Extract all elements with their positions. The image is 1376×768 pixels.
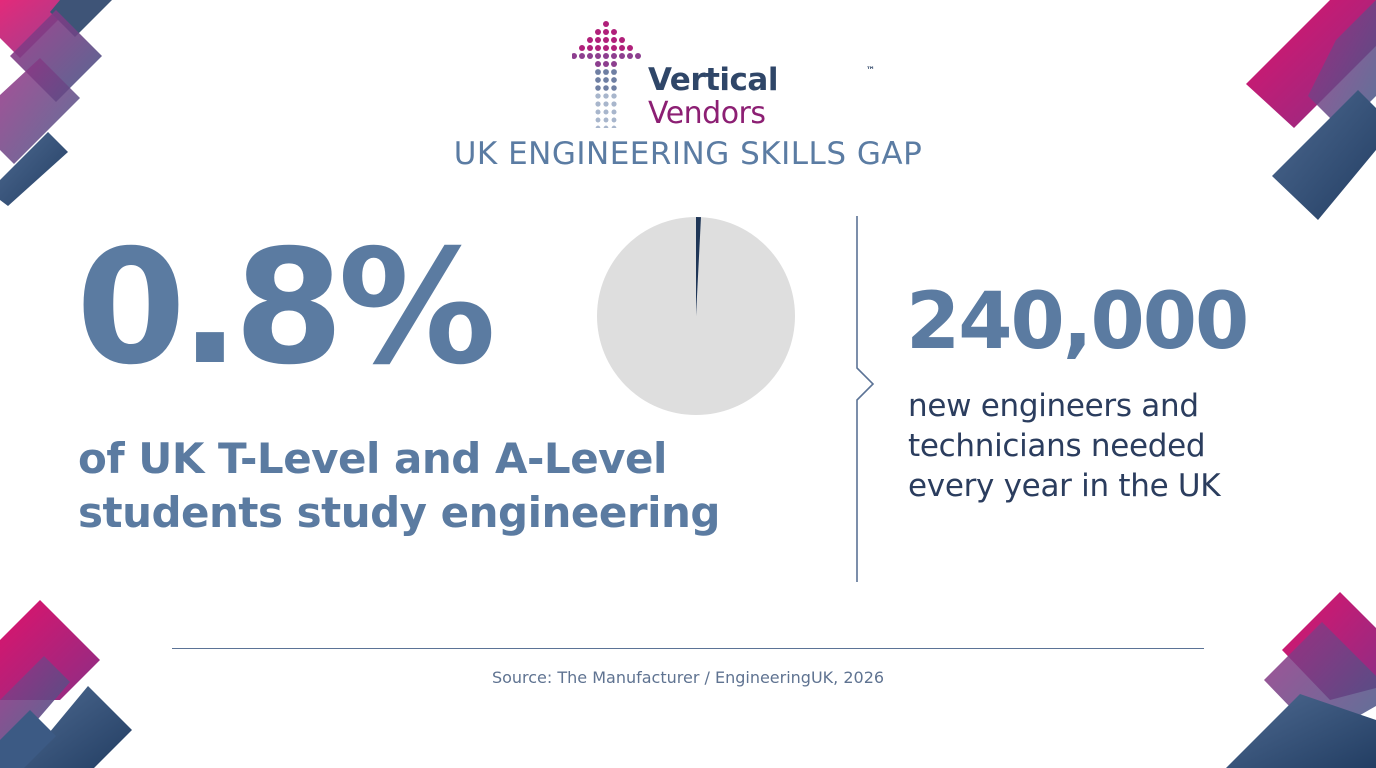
- vertical-divider: [856, 216, 875, 582]
- logo-dot: [611, 29, 617, 35]
- logo-dot: [611, 61, 617, 67]
- left-stat-value: 0.8%: [76, 216, 496, 400]
- logo-dot: [595, 101, 601, 107]
- logo-dot: [595, 93, 601, 99]
- logo-dot: [603, 53, 609, 59]
- left-desc-line1: of UK T-Level and A-Level: [78, 434, 667, 483]
- brand-name-line2: Vendors: [648, 96, 766, 131]
- logo-dot: [611, 85, 617, 91]
- logo-dot: [595, 69, 601, 75]
- pie-slice: [696, 217, 701, 316]
- logo-dot: [595, 125, 601, 128]
- decoration-top-left: [0, 0, 112, 206]
- logo-dot: [595, 61, 601, 67]
- logo-dot: [611, 125, 617, 128]
- right-stat-description: new engineers and technicians needed eve…: [908, 386, 1288, 506]
- brand-logo: Vertical Vendors ™: [572, 20, 875, 131]
- logo-dot: [595, 37, 601, 43]
- decoration-top-right: [1246, 0, 1376, 220]
- logo-dot: [595, 45, 601, 51]
- logo-dot: [595, 77, 601, 83]
- logo-dot: [595, 53, 601, 59]
- logo-dot: [619, 37, 625, 43]
- dotted-up-arrow-icon: [572, 21, 641, 128]
- logo-dot: [579, 45, 585, 51]
- logo-dot: [587, 37, 593, 43]
- logo-dot: [619, 53, 625, 59]
- logo-dot: [627, 45, 633, 51]
- pie-chart: [597, 217, 795, 415]
- logo-dot: [611, 93, 617, 99]
- logo-dot: [603, 93, 609, 99]
- decoration-bottom-right: [1226, 592, 1376, 768]
- logo-dot: [611, 53, 617, 59]
- logo-dot: [603, 109, 609, 115]
- logo-dot: [603, 85, 609, 91]
- logo-dot: [611, 101, 617, 107]
- logo-dot: [603, 37, 609, 43]
- logo-dot: [579, 53, 585, 59]
- logo-dot: [603, 117, 609, 123]
- logo-dot: [572, 53, 577, 59]
- logo-dot: [603, 61, 609, 67]
- brand-wordmark: Vertical Vendors ™: [648, 62, 875, 131]
- left-stat-description: of UK T-Level and A-Level students study…: [78, 432, 778, 540]
- logo-dot: [611, 117, 617, 123]
- trademark-symbol: ™: [866, 66, 875, 76]
- logo-dot: [603, 77, 609, 83]
- footer-rule: [172, 648, 1204, 649]
- logo-dot: [595, 109, 601, 115]
- logo-dot: [611, 45, 617, 51]
- right-desc-line3: every year in the UK: [908, 468, 1221, 504]
- logo-dot: [627, 53, 633, 59]
- logo-dot: [603, 101, 609, 107]
- logo-dot: [603, 29, 609, 35]
- logo-dot: [603, 125, 609, 128]
- right-desc-line1: new engineers and: [908, 388, 1199, 424]
- logo-dot: [619, 45, 625, 51]
- logo-dot: [595, 117, 601, 123]
- logo-dot: [611, 37, 617, 43]
- logo-dot: [587, 53, 593, 59]
- logo-dot: [595, 29, 601, 35]
- logo-dot: [635, 53, 641, 59]
- logo-dot: [611, 77, 617, 83]
- brand-name-line1: Vertical: [648, 62, 778, 98]
- logo-dot: [603, 21, 609, 27]
- logo-dot: [611, 109, 617, 115]
- left-desc-line2: students study engineering: [78, 488, 720, 537]
- source-citation: Source: The Manufacturer / EngineeringUK…: [491, 668, 885, 687]
- logo-dot: [595, 85, 601, 91]
- logo-dot: [603, 45, 609, 51]
- right-stat-value: 240,000: [906, 277, 1249, 367]
- page-title: UK ENGINEERING SKILLS GAP: [453, 136, 923, 172]
- logo-dot: [587, 45, 593, 51]
- decoration-bottom-left: [0, 600, 132, 768]
- logo-dot: [603, 69, 609, 75]
- logo-dot: [611, 69, 617, 75]
- right-desc-line2: technicians needed: [908, 428, 1206, 464]
